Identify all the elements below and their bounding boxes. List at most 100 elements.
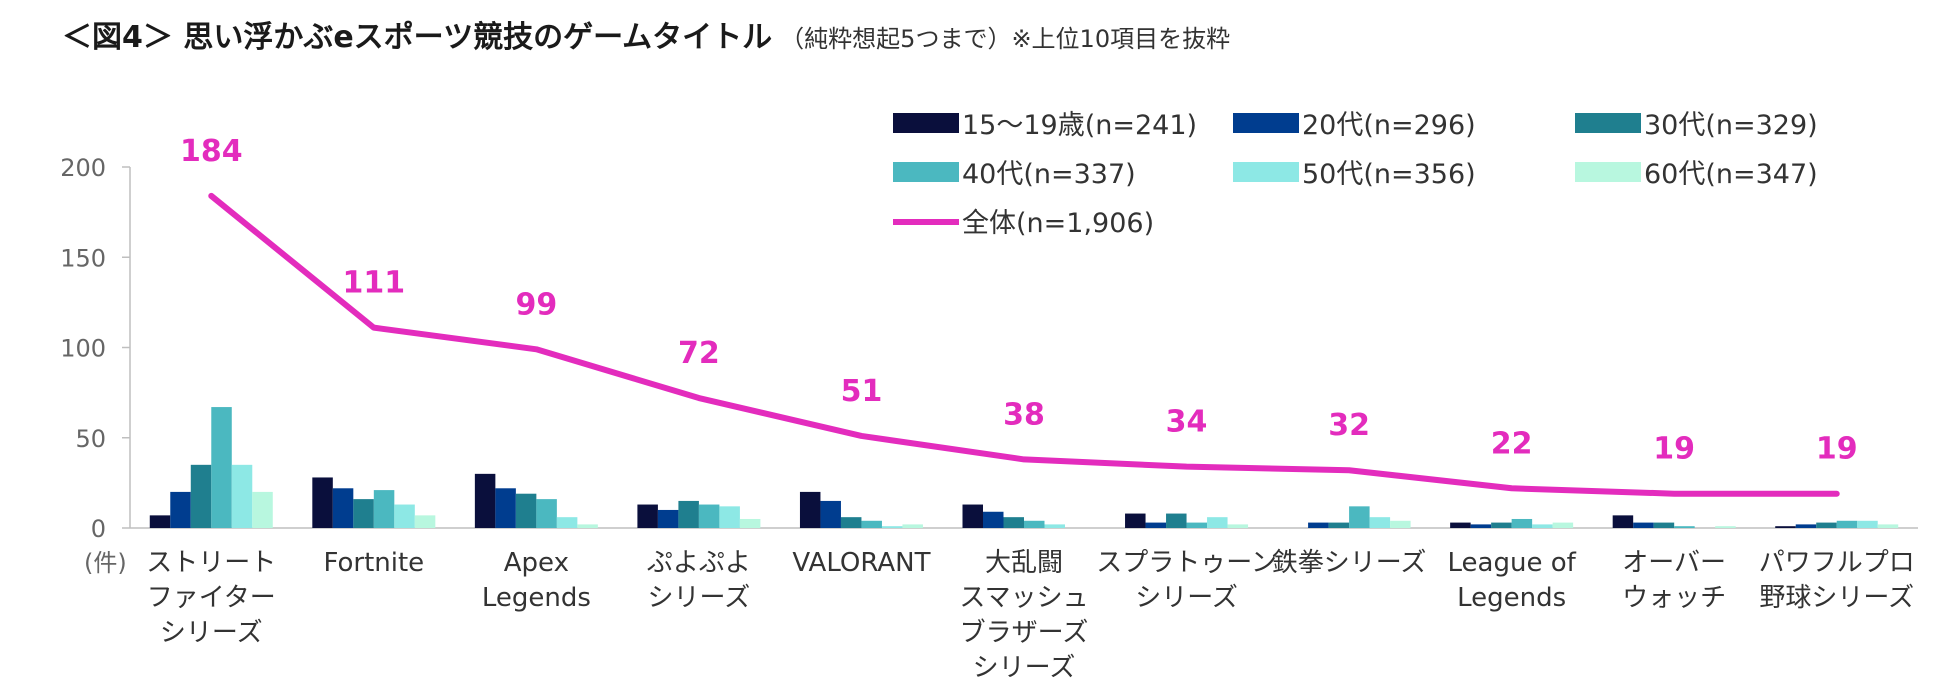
legend-label: 全体(n=1,906) [962, 208, 1154, 239]
bar [1328, 522, 1350, 528]
bar [840, 517, 862, 528]
x-category-label: Legends [482, 583, 591, 613]
x-category-label: League of [1448, 548, 1577, 578]
bar [536, 499, 557, 528]
legend-swatch [1233, 113, 1299, 133]
bar [556, 517, 578, 528]
data-label: 19 [1653, 432, 1695, 467]
data-label: 32 [1328, 408, 1370, 443]
bar [1816, 522, 1837, 528]
x-category-label: パワフルプロ [1759, 548, 1915, 578]
bar [698, 504, 720, 528]
bar [1836, 520, 1858, 528]
data-label: 22 [1491, 426, 1533, 461]
bar [373, 490, 395, 528]
x-category-label: Legends [1457, 583, 1566, 613]
y-tick-label: 150 [60, 244, 106, 272]
legend-label: 60代(n=347) [1644, 159, 1818, 190]
legend-label: 15～19歳(n=241) [962, 110, 1197, 141]
legend-swatch [1233, 162, 1299, 182]
bar [902, 524, 923, 528]
bar [474, 473, 496, 528]
legend: 15～19歳(n=241) 20代(n=296) 30代(n=329) 40代(n=3… [893, 110, 1818, 239]
bar [1308, 522, 1329, 528]
bar [1612, 515, 1634, 528]
bar [211, 407, 232, 528]
chart-subtitle: （純粋想起5つまで）※上位10項目を抜粋 [780, 25, 1231, 53]
bar [861, 520, 882, 528]
chart-title: ＜図4＞ 思い浮かぶeスポーツ競技のゲームタイトル [62, 20, 773, 55]
axes: 0 50 100 150 200 (件) [60, 154, 1918, 577]
y-tick-label: 0 [91, 515, 106, 543]
bar [678, 500, 699, 528]
bar [983, 511, 1004, 528]
bar [962, 504, 983, 528]
bar [820, 500, 841, 528]
x-category-label: シリーズ [160, 618, 263, 648]
title-row: ＜図4＞ 思い浮かぶeスポーツ競技のゲームタイトル （純粋想起5つまで）※上位10… [62, 12, 1230, 56]
bar [332, 488, 354, 528]
data-label: 184 [180, 134, 243, 169]
legend-label: 40代(n=337) [962, 159, 1136, 190]
bar [414, 515, 436, 528]
bar [1207, 517, 1228, 528]
legend-swatch [893, 113, 959, 133]
bar [170, 491, 191, 528]
bar [881, 526, 903, 528]
bar [149, 515, 171, 528]
bar [719, 506, 740, 528]
bar [1125, 513, 1146, 528]
data-label: 38 [1003, 397, 1045, 432]
bar [1795, 524, 1817, 528]
bar [231, 464, 253, 528]
bar [312, 477, 333, 528]
bar [1532, 524, 1553, 528]
x-category-label: スマッシュ [959, 583, 1088, 613]
legend-swatch [1575, 162, 1641, 182]
data-label: 19 [1816, 432, 1858, 467]
legend-label: 30代(n=329) [1644, 110, 1818, 141]
bar [1450, 522, 1471, 528]
x-category-label: VALORANT [792, 548, 930, 578]
bar [252, 491, 273, 528]
x-category-label: シリーズ [1135, 583, 1238, 613]
bar [1491, 522, 1512, 528]
bar [1349, 506, 1370, 528]
bar [1775, 526, 1796, 528]
x-category-label: 鉄拳シリーズ [1272, 548, 1427, 578]
bar [657, 509, 679, 528]
data-label: 34 [1166, 405, 1208, 440]
bar [1145, 522, 1167, 528]
x-category-label: スプラトゥーン [1096, 548, 1277, 578]
bar [190, 464, 212, 528]
x-category-label: ファイター [147, 583, 276, 613]
x-category-label: ウォッチ [1622, 583, 1726, 613]
legend-label: 50代(n=356) [1302, 159, 1476, 190]
bar [637, 504, 658, 528]
bar [1227, 524, 1249, 528]
x-category-label: 大乱闘 [985, 548, 1063, 578]
bar [1390, 520, 1411, 528]
bar [495, 488, 516, 528]
data-label: 51 [841, 374, 883, 409]
bar [1653, 522, 1675, 528]
total-line [208, 192, 1840, 497]
bar [1166, 513, 1187, 528]
x-category-label: シリーズ [973, 653, 1076, 683]
bar [1044, 524, 1065, 528]
y-axis-label: (件) [84, 549, 127, 577]
bar [1186, 522, 1208, 528]
bar [1552, 522, 1574, 528]
bar [1003, 517, 1024, 528]
y-tick-label: 200 [60, 154, 106, 182]
data-label: 99 [515, 287, 557, 322]
data-label: 72 [678, 336, 720, 371]
data-label: 111 [343, 266, 406, 301]
legend-label: 20代(n=296) [1302, 110, 1476, 141]
total-series-line [208, 192, 1840, 497]
bar [1877, 524, 1899, 528]
bar [1674, 526, 1695, 528]
x-category-label: Fortnite [323, 548, 424, 578]
